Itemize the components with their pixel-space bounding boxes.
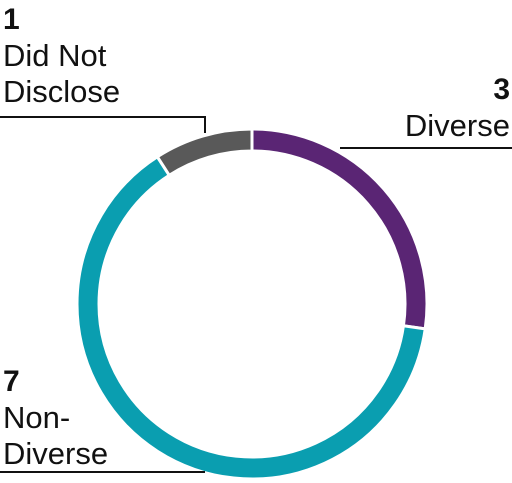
label: 1 Did Not Disclose	[3, 2, 153, 110]
value-label: 7	[3, 365, 20, 398]
value-label: 3	[493, 73, 510, 106]
slice	[155, 127, 254, 178]
label: 7 Non-Diverse	[3, 364, 128, 472]
slices	[75, 127, 429, 481]
category-label: Did Not Disclose	[3, 38, 121, 109]
label: 3 Diverse	[310, 72, 510, 144]
category-label: Diverse	[404, 108, 510, 143]
category-label: Non-Diverse	[3, 400, 109, 471]
slice	[250, 127, 429, 331]
leader-line	[0, 116, 206, 133]
value-label: 1	[3, 3, 20, 36]
